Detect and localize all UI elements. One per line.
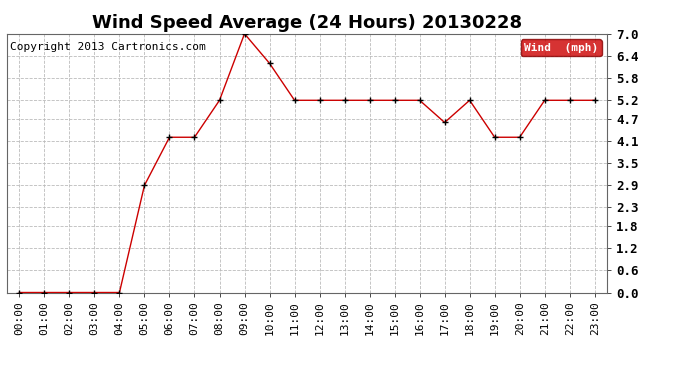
Text: Copyright 2013 Cartronics.com: Copyright 2013 Cartronics.com (10, 42, 206, 51)
Legend: Wind  (mph): Wind (mph) (521, 39, 602, 56)
Title: Wind Speed Average (24 Hours) 20130228: Wind Speed Average (24 Hours) 20130228 (92, 14, 522, 32)
